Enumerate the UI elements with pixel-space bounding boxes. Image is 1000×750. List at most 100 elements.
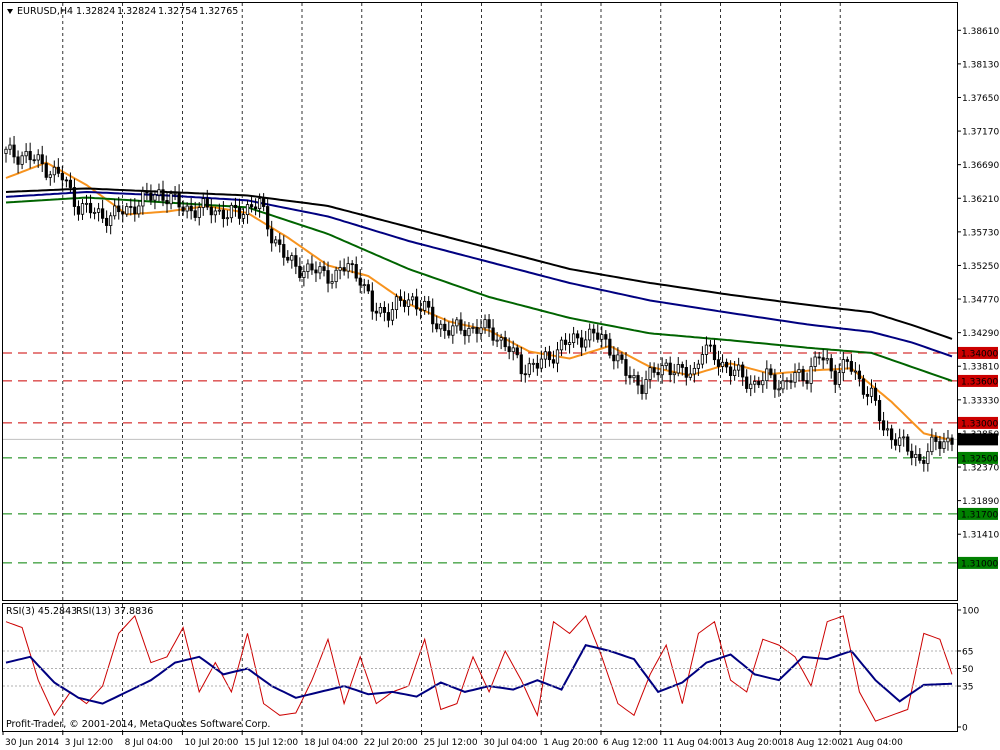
candle-body — [137, 205, 141, 215]
candle-body — [833, 370, 837, 385]
candle-body — [853, 370, 857, 373]
candle-body — [153, 194, 157, 201]
candle-body — [366, 284, 370, 292]
collapse-triangle-icon[interactable] — [7, 9, 13, 14]
candle-body — [894, 439, 898, 446]
candle-body — [101, 208, 105, 219]
candle-body — [237, 207, 242, 219]
candle-body — [471, 327, 475, 329]
candle-body — [547, 351, 552, 361]
candle-body — [769, 368, 773, 376]
level-label-bg — [958, 346, 998, 359]
time-tick-label: 22 Jul 20:00 — [364, 738, 418, 748]
candle-body — [487, 319, 491, 329]
price-tick-label: 1.32370 — [962, 464, 999, 474]
level-label: 1.31700 — [961, 510, 998, 520]
candle-body — [841, 359, 845, 374]
candle-body — [704, 344, 709, 355]
candle-body — [44, 163, 48, 178]
candle-body — [177, 192, 181, 208]
candle-body — [233, 204, 238, 209]
candle-body — [918, 454, 922, 461]
candle-body — [318, 266, 322, 274]
level-labels: 1.34000 1.33600 1.33000 1.32500 1.31700 1.310… — [958, 346, 998, 569]
candle-body — [338, 267, 342, 271]
candle-body — [410, 296, 415, 301]
candle-body — [427, 300, 431, 308]
candle-body — [374, 310, 378, 314]
candle-body — [390, 309, 395, 321]
price-tick-label: 1.36210 — [962, 195, 999, 205]
candle-body — [857, 370, 862, 380]
time-tick-label: 25 Jul 12:00 — [424, 738, 478, 748]
candle-body — [777, 388, 781, 391]
candle-body — [813, 356, 817, 367]
level-label-bg — [958, 507, 998, 520]
time-tick-label: 18 Jul 04:00 — [304, 738, 358, 748]
price-tick-label: 1.31410 — [962, 531, 999, 541]
candle-body — [290, 255, 294, 261]
candle-body — [109, 215, 113, 226]
candle-body — [209, 206, 213, 216]
candle-body — [515, 347, 519, 356]
price-tick-label: 1.33330 — [962, 396, 999, 406]
candle-body — [668, 362, 672, 376]
open-value: 1.32824 — [76, 6, 115, 17]
rsi-tick-label: 100 — [962, 607, 979, 617]
price-panel-frame — [2, 2, 958, 601]
candle-body — [378, 306, 382, 314]
candle-body — [652, 367, 656, 373]
candle-body — [84, 202, 89, 205]
time-tick-label: 30 Jun 2014 — [5, 738, 59, 748]
candle-body — [660, 365, 664, 376]
candle-body — [640, 384, 644, 394]
candle-body — [793, 372, 797, 383]
time-tick-label: 30 Jul 04:00 — [483, 738, 537, 748]
candle-body — [262, 198, 266, 207]
candle-body — [76, 206, 81, 215]
candle-body — [4, 148, 8, 154]
low-value: 1.32754 — [158, 6, 197, 17]
candle-body — [728, 366, 733, 376]
candle-body — [910, 450, 914, 458]
candle-body — [282, 244, 286, 258]
candle-body — [455, 319, 459, 327]
candle-body — [737, 364, 741, 371]
candle-body — [16, 156, 20, 165]
candle-body — [922, 459, 926, 464]
candle-body — [724, 361, 729, 368]
candle-body — [394, 296, 399, 311]
candle-body — [322, 266, 326, 271]
candle-body — [765, 368, 769, 382]
candle-body — [310, 263, 314, 271]
ema-green-line — [5, 196, 953, 382]
candle-body — [926, 451, 930, 464]
candle-body — [745, 376, 749, 389]
candle-body — [330, 281, 334, 284]
rsi-tick-label: 35 — [962, 683, 973, 693]
candle-body — [543, 351, 548, 360]
candle-body — [121, 211, 125, 215]
candle-body — [636, 375, 640, 386]
candle-body — [829, 358, 833, 372]
time-tick-label: 13 Aug 20:00 — [723, 738, 784, 748]
candle-body — [559, 339, 564, 351]
candle-body — [845, 359, 849, 362]
candle-body — [869, 387, 874, 397]
candle-body — [885, 428, 890, 431]
price-tick-label: 1.35250 — [962, 262, 999, 272]
candle-body — [60, 172, 64, 181]
candle-body — [447, 330, 451, 336]
candle-body — [125, 206, 129, 215]
candle-body — [12, 144, 16, 158]
candle-body — [753, 381, 757, 385]
candle-body — [781, 380, 785, 390]
candle-body — [785, 380, 789, 383]
candle-body — [539, 358, 544, 369]
price-tick-label: 1.31890 — [962, 497, 999, 507]
candle-body — [821, 357, 825, 361]
candle-body — [286, 256, 290, 261]
level-label-bg — [958, 556, 998, 569]
